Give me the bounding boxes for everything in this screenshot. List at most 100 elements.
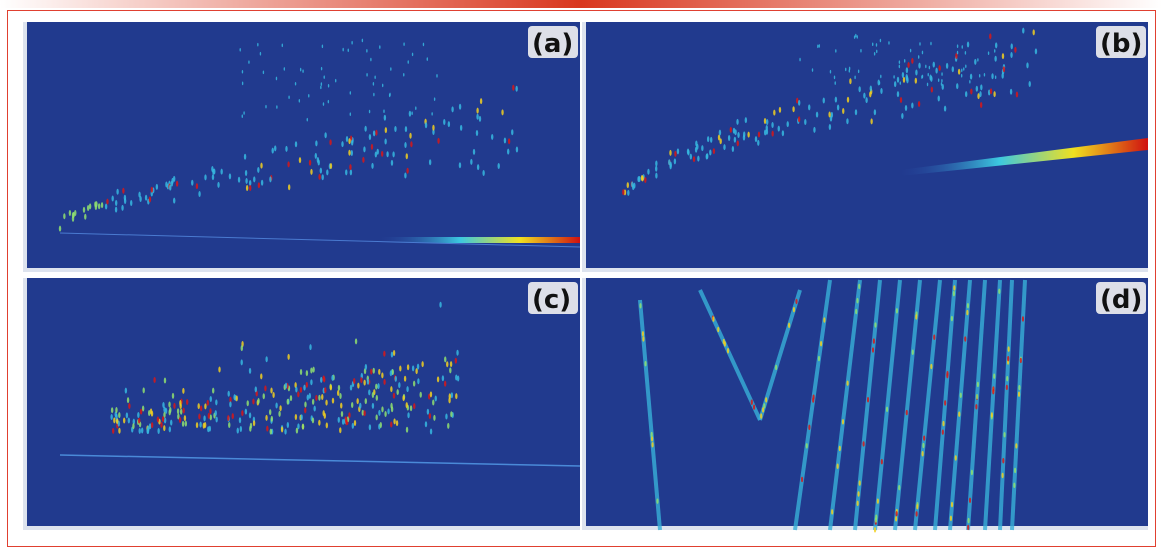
peak bbox=[426, 408, 430, 415]
peak bbox=[799, 57, 801, 62]
peak bbox=[626, 182, 629, 189]
peak bbox=[915, 314, 918, 320]
peak bbox=[437, 137, 440, 144]
peak bbox=[719, 138, 722, 145]
peak bbox=[281, 43, 284, 48]
peak bbox=[231, 413, 234, 420]
peak bbox=[74, 210, 77, 217]
peak bbox=[304, 407, 307, 414]
peak bbox=[386, 151, 389, 158]
peak bbox=[327, 83, 330, 88]
peak bbox=[855, 308, 858, 315]
peak bbox=[804, 119, 807, 126]
streak bbox=[828, 279, 862, 531]
peak bbox=[443, 380, 447, 387]
panel: (a) bbox=[23, 22, 581, 272]
peak bbox=[345, 169, 348, 176]
peak bbox=[757, 131, 761, 138]
peak bbox=[800, 476, 804, 483]
peak bbox=[140, 427, 144, 434]
peak bbox=[998, 288, 1001, 295]
peak bbox=[348, 412, 351, 419]
peak bbox=[445, 413, 448, 420]
peak bbox=[276, 105, 278, 109]
peak bbox=[987, 51, 990, 56]
peak bbox=[317, 159, 320, 166]
peak bbox=[921, 75, 923, 79]
peak bbox=[111, 427, 115, 434]
peak bbox=[157, 427, 160, 434]
peak bbox=[211, 174, 215, 181]
peak bbox=[269, 428, 273, 435]
peak bbox=[308, 392, 312, 399]
peak bbox=[994, 75, 997, 80]
peak bbox=[319, 167, 323, 174]
peak bbox=[390, 67, 392, 71]
peak bbox=[268, 409, 272, 416]
panel: (b) bbox=[582, 22, 1148, 272]
peak bbox=[822, 97, 825, 104]
peak bbox=[744, 117, 748, 124]
peak bbox=[364, 125, 367, 132]
peak bbox=[907, 62, 910, 69]
peak bbox=[404, 126, 408, 133]
peak bbox=[899, 81, 902, 85]
peak bbox=[937, 95, 940, 102]
peak bbox=[945, 62, 949, 69]
peak bbox=[82, 206, 86, 213]
peak bbox=[312, 366, 315, 373]
peak bbox=[710, 136, 713, 143]
peak bbox=[760, 413, 763, 419]
peak bbox=[63, 213, 66, 220]
peak bbox=[428, 159, 432, 166]
peak bbox=[640, 174, 644, 181]
peak bbox=[432, 399, 435, 406]
peak bbox=[869, 91, 872, 98]
peak bbox=[511, 129, 514, 136]
peak bbox=[812, 397, 815, 403]
peak bbox=[297, 423, 300, 430]
peak bbox=[737, 132, 740, 139]
peak bbox=[377, 383, 380, 390]
peak bbox=[339, 427, 342, 434]
peak bbox=[956, 83, 959, 90]
peak bbox=[170, 419, 173, 426]
peak bbox=[901, 112, 904, 119]
peak bbox=[979, 102, 983, 109]
peak bbox=[876, 498, 879, 504]
peak bbox=[1034, 48, 1038, 55]
peak bbox=[627, 189, 630, 196]
peak bbox=[676, 148, 680, 155]
peak bbox=[405, 402, 408, 409]
peak bbox=[368, 134, 372, 141]
peak bbox=[227, 415, 230, 422]
peak bbox=[898, 484, 901, 491]
peak bbox=[390, 402, 393, 409]
peak bbox=[283, 67, 286, 71]
peak bbox=[689, 153, 693, 160]
peak bbox=[449, 367, 452, 374]
peak bbox=[930, 41, 932, 46]
peak bbox=[686, 148, 690, 155]
peak bbox=[126, 397, 130, 404]
peak bbox=[797, 99, 801, 106]
peak bbox=[694, 146, 698, 153]
peak bbox=[374, 151, 378, 158]
peak bbox=[975, 394, 979, 400]
peak bbox=[642, 336, 645, 342]
peak bbox=[160, 421, 163, 428]
peak bbox=[340, 402, 343, 409]
peak bbox=[966, 309, 969, 316]
peak bbox=[846, 380, 849, 386]
peak bbox=[441, 375, 445, 382]
peak bbox=[411, 52, 414, 57]
peak bbox=[204, 174, 207, 181]
peak bbox=[983, 72, 986, 77]
peak bbox=[406, 386, 409, 393]
peak bbox=[354, 338, 358, 345]
peak bbox=[458, 162, 462, 169]
peak bbox=[895, 308, 898, 314]
peak bbox=[786, 121, 789, 128]
peak bbox=[970, 469, 973, 476]
